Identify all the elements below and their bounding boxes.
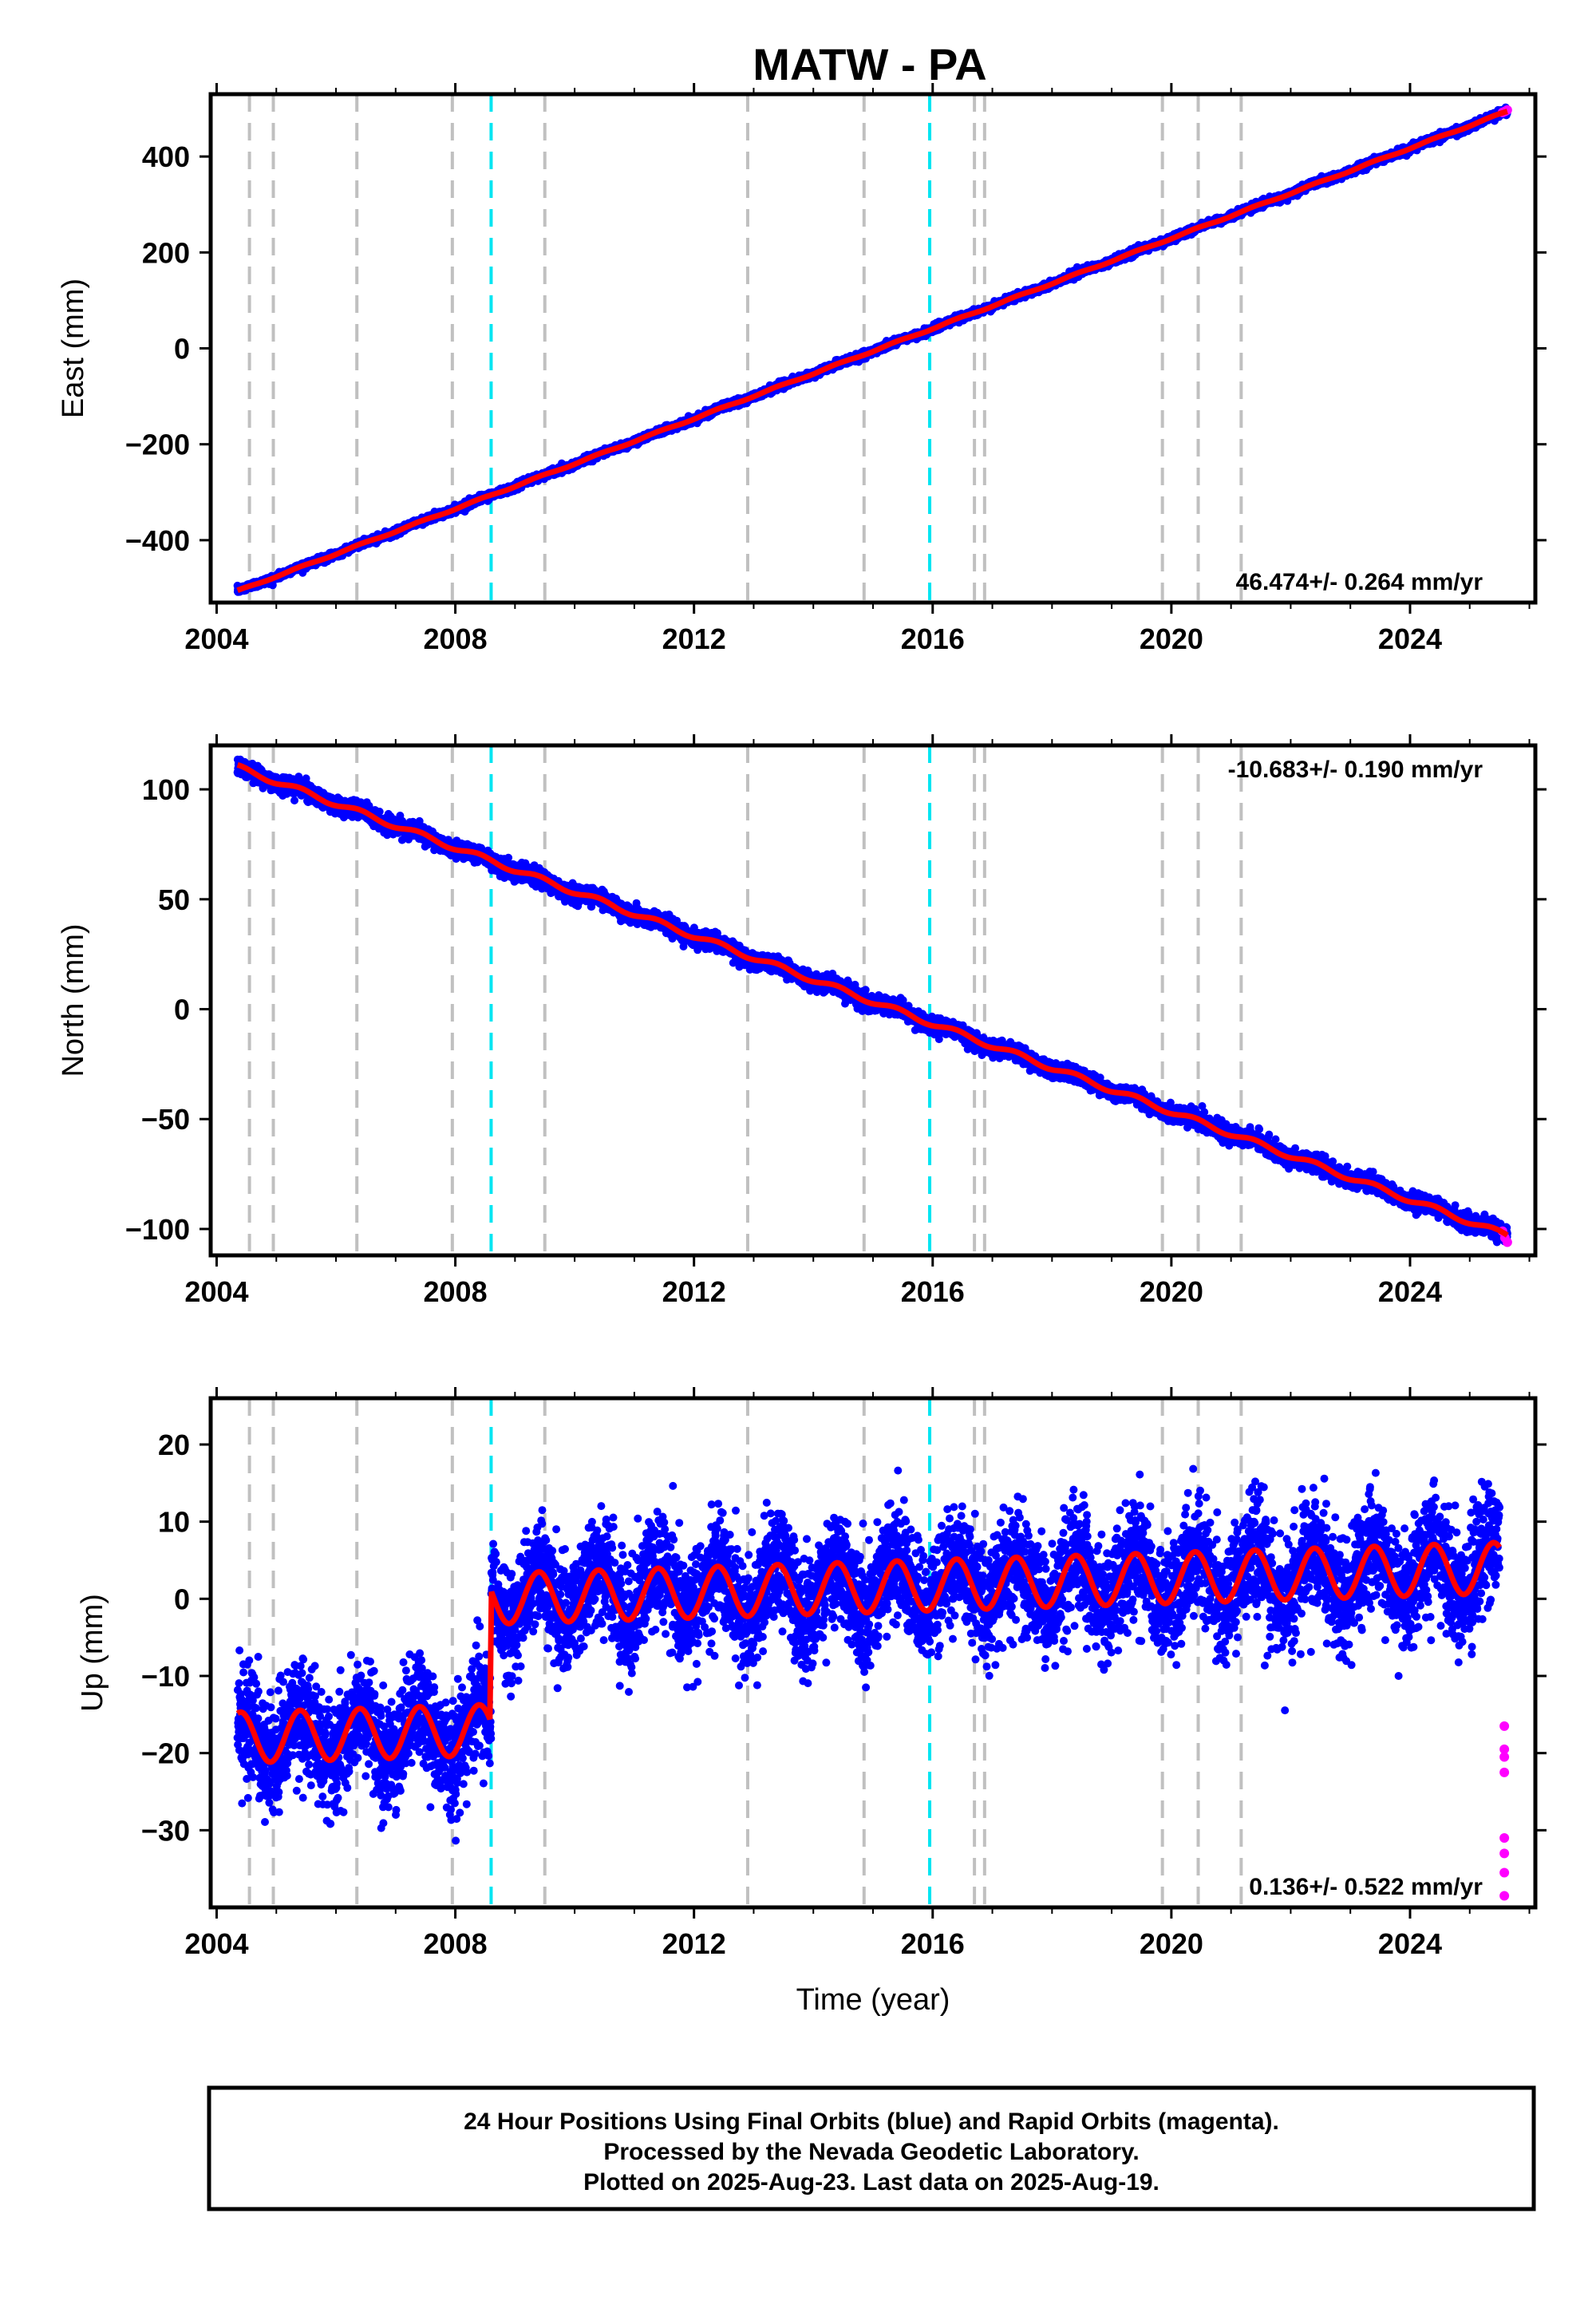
panels-group: 2004 2008 2012 2016 2020 2024−400−2000200400E… [57, 83, 1547, 2017]
plot-area [233, 94, 1512, 603]
panel-east: 2004 2008 2012 2016 2020 2024−400−2000200400E… [57, 83, 1547, 655]
figure-title: MATW - PA [753, 39, 986, 89]
